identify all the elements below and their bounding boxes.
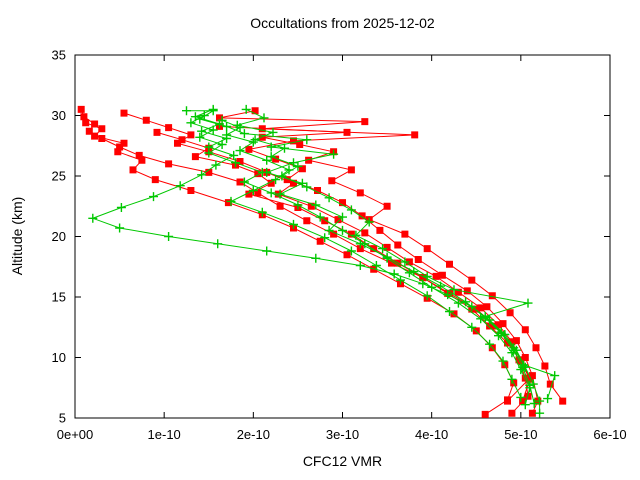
series-occultation-6 — [120, 109, 534, 405]
plus-markers — [186, 111, 535, 410]
square-markers — [82, 119, 518, 418]
plus-markers — [217, 115, 526, 402]
y-tick-label: 15 — [52, 290, 66, 305]
x-axis-label: CFC12 VMR — [302, 453, 383, 469]
chart-title: Occultations from 2025-12-02 — [250, 15, 435, 31]
series-occultation-9 — [186, 111, 535, 410]
series-line — [156, 131, 531, 402]
series-occultation-5 — [216, 122, 567, 405]
series-line — [186, 110, 535, 404]
series-occultation-11 — [182, 106, 539, 408]
x-tick-label: 6e-10 — [593, 427, 626, 442]
y-tick-label: 35 — [52, 48, 66, 63]
square-markers — [216, 107, 542, 417]
series-occultation-8 — [232, 104, 560, 404]
y-tick-label: 5 — [59, 411, 66, 426]
series-line — [91, 108, 541, 414]
series-line — [219, 125, 564, 402]
x-tick-label: 0e+00 — [57, 427, 94, 442]
y-tick-label: 10 — [52, 350, 66, 365]
series-line — [189, 115, 531, 405]
plus-markers — [182, 106, 539, 408]
x-tick-label: 1e-10 — [148, 427, 181, 442]
x-tick-label: 3e-10 — [326, 427, 359, 442]
series-occultation-10 — [217, 115, 526, 402]
series-line — [80, 109, 529, 414]
y-tick-label: 25 — [52, 169, 66, 184]
x-tick-label: 5e-10 — [504, 427, 537, 442]
x-tick-label: 2e-10 — [237, 427, 270, 442]
series-occultation-3 — [82, 119, 518, 418]
y-tick-label: 30 — [52, 108, 66, 123]
series-line — [123, 112, 531, 402]
series-occultation-1 — [77, 105, 532, 417]
square-markers — [77, 105, 532, 417]
x-tick-label: 4e-10 — [415, 427, 448, 442]
series-occultation-2 — [216, 107, 542, 417]
y-tick-label: 20 — [52, 229, 66, 244]
